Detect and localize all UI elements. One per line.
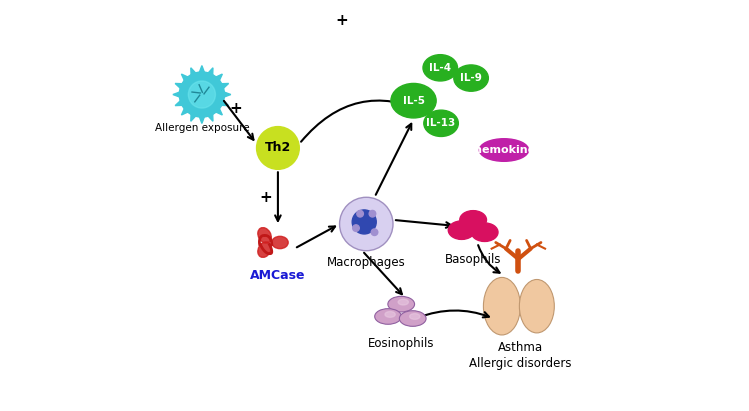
- Circle shape: [372, 229, 377, 236]
- Text: Allergen exposure: Allergen exposure: [154, 123, 249, 133]
- Text: Th2: Th2: [265, 141, 291, 155]
- Circle shape: [352, 210, 376, 234]
- Ellipse shape: [272, 236, 288, 249]
- Polygon shape: [173, 66, 231, 123]
- Circle shape: [188, 81, 216, 108]
- Text: Chemokines: Chemokines: [466, 145, 542, 155]
- Text: Asthma
Allergic disorders: Asthma Allergic disorders: [469, 341, 571, 370]
- Ellipse shape: [424, 110, 458, 136]
- Text: IL-13: IL-13: [426, 118, 455, 128]
- Circle shape: [339, 197, 393, 251]
- Ellipse shape: [388, 296, 415, 312]
- Text: Macrophages: Macrophages: [327, 256, 406, 269]
- Ellipse shape: [483, 277, 521, 335]
- Circle shape: [257, 127, 300, 169]
- Circle shape: [353, 225, 360, 231]
- Ellipse shape: [410, 314, 420, 319]
- Ellipse shape: [374, 309, 401, 324]
- Ellipse shape: [423, 55, 458, 81]
- Ellipse shape: [391, 83, 436, 118]
- Text: AMCase: AMCase: [250, 269, 306, 282]
- Text: IL-5: IL-5: [402, 96, 425, 106]
- Text: +: +: [229, 102, 242, 116]
- Ellipse shape: [385, 312, 395, 317]
- Ellipse shape: [479, 139, 529, 162]
- Circle shape: [179, 72, 225, 117]
- Ellipse shape: [454, 65, 488, 91]
- Circle shape: [357, 210, 363, 217]
- Ellipse shape: [460, 210, 487, 229]
- Ellipse shape: [471, 223, 498, 242]
- Text: IL-9: IL-9: [460, 73, 482, 83]
- Ellipse shape: [519, 279, 554, 333]
- Ellipse shape: [258, 242, 271, 257]
- Ellipse shape: [258, 228, 271, 243]
- Text: IL-4: IL-4: [429, 63, 452, 73]
- Text: +: +: [259, 190, 272, 205]
- Text: Eosinophils: Eosinophils: [368, 337, 434, 350]
- Ellipse shape: [398, 299, 408, 305]
- Ellipse shape: [399, 311, 426, 326]
- Ellipse shape: [448, 221, 475, 239]
- Circle shape: [369, 210, 376, 217]
- Text: +: +: [336, 13, 348, 28]
- Text: Basophils: Basophils: [445, 253, 501, 266]
